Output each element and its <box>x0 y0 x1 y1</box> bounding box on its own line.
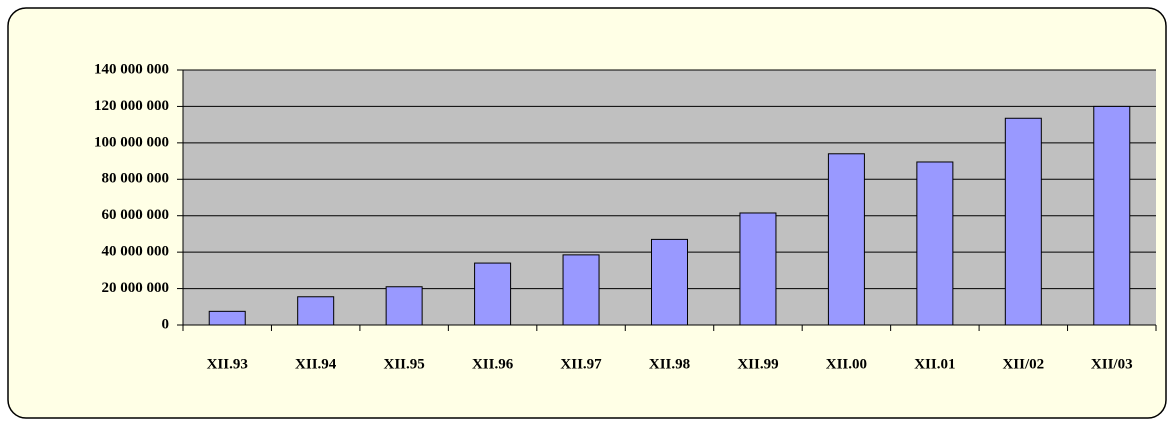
bar <box>651 238 688 326</box>
bar <box>385 286 423 326</box>
x-tick-label: XII.98 <box>649 356 690 372</box>
x-tick-label: XII.93 <box>207 356 248 372</box>
y-tick-label: 140 000 000 <box>94 61 169 77</box>
y-tick-label: 20 000 000 <box>102 280 170 296</box>
bar <box>562 254 600 326</box>
bar <box>1093 105 1131 326</box>
x-tick-label: XII.95 <box>384 356 425 372</box>
x-tick-label: XII.99 <box>737 356 778 372</box>
y-tick-label: 120 000 000 <box>94 98 169 114</box>
bar <box>827 153 865 326</box>
y-tick-label: 100 000 000 <box>94 134 169 150</box>
y-tick-label: 60 000 000 <box>102 207 170 223</box>
y-tick-label: 40 000 000 <box>102 244 170 260</box>
x-tick-label: XII.97 <box>560 356 602 372</box>
y-tick-label: 80 000 000 <box>102 171 170 187</box>
x-tick-label: XII.96 <box>472 356 514 372</box>
x-tick-label: XII.01 <box>914 356 955 372</box>
x-tick-label: XII/02 <box>1002 356 1044 372</box>
bar <box>208 310 246 326</box>
bar <box>916 161 954 326</box>
bar <box>1004 117 1042 326</box>
y-tick-label: 0 <box>162 316 170 332</box>
bar <box>297 296 335 326</box>
bar <box>739 212 777 326</box>
x-tick-label: XII/03 <box>1091 356 1133 372</box>
x-tick-label: XII.00 <box>826 356 867 372</box>
bar <box>474 262 512 326</box>
x-tick-label: XII.94 <box>295 356 337 372</box>
